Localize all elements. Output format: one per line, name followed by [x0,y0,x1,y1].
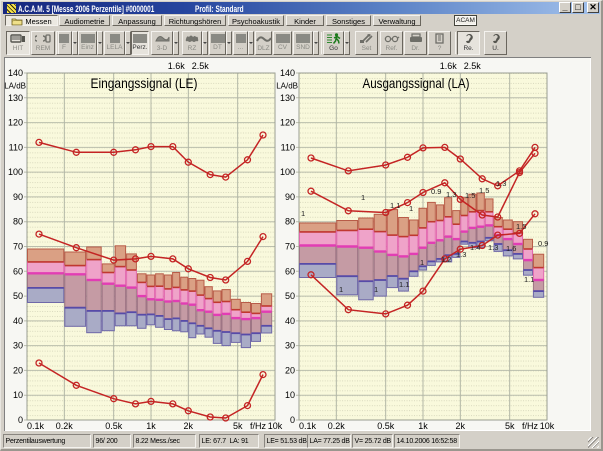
svg-text:110: 110 [9,142,23,152]
svg-text:f/Hz: f/Hz [250,421,267,431]
svg-text:0.9: 0.9 [538,239,548,248]
svg-text:0.1k: 0.1k [299,421,317,431]
svg-text:1.5: 1.5 [516,222,526,231]
svg-text:40: 40 [285,316,295,326]
svg-text:1: 1 [374,285,378,294]
svg-text:1k: 1k [418,421,428,431]
svg-text:2k: 2k [184,421,194,431]
svg-text:70: 70 [285,242,295,252]
svg-text:1.3: 1.3 [456,250,466,259]
svg-text:90: 90 [285,192,295,202]
svg-text:50: 50 [13,291,23,301]
svg-text:0: 0 [18,415,23,425]
svg-text:1.3: 1.3 [496,179,506,188]
svg-text:20: 20 [285,365,295,375]
svg-text:130: 130 [280,93,295,103]
svg-text:1.4: 1.4 [470,243,480,252]
svg-text:2.5k: 2.5k [464,61,482,71]
svg-text:2k: 2k [456,421,466,431]
svg-text:f/Hz: f/Hz [522,421,539,431]
svg-text:60: 60 [285,266,295,276]
svg-text:1: 1 [301,209,305,218]
svg-text:120: 120 [280,118,295,128]
svg-text:70: 70 [13,242,23,252]
svg-text:1.3: 1.3 [446,190,456,199]
svg-text:1.6: 1.6 [506,244,516,253]
svg-text:1: 1 [409,204,413,213]
svg-text:110: 110 [281,142,295,152]
svg-text:1: 1 [420,258,424,267]
svg-text:1.5: 1.5 [465,191,475,200]
svg-text:140: 140 [8,68,23,78]
svg-text:100: 100 [280,167,295,177]
svg-text:0.9: 0.9 [431,187,441,196]
svg-text:40: 40 [13,316,23,326]
svg-text:5k: 5k [233,421,243,431]
svg-text:1: 1 [339,285,343,294]
svg-text:0: 0 [290,415,295,425]
svg-text:0.5k: 0.5k [105,421,123,431]
svg-text:100: 100 [8,167,23,177]
svg-text:10k: 10k [540,421,555,431]
svg-text:90: 90 [13,192,23,202]
svg-text:1.2: 1.2 [441,255,451,264]
svg-text:2.5k: 2.5k [192,61,210,71]
svg-text:1.6k: 1.6k [440,61,458,71]
svg-text:130: 130 [8,93,23,103]
svg-text:10: 10 [13,390,23,400]
svg-text:140: 140 [280,68,295,78]
svg-text:30: 30 [285,341,295,351]
svg-text:Eingangssignal (LE): Eingangssignal (LE) [91,75,198,91]
svg-text:LA/dB: LA/dB [276,81,298,90]
svg-text:80: 80 [13,217,23,227]
svg-text:Ausgangssignal (LA): Ausgangssignal (LA) [363,75,470,91]
svg-text:20: 20 [13,365,23,375]
svg-text:0.2k: 0.2k [328,421,346,431]
svg-text:1: 1 [361,193,365,202]
svg-text:1.1: 1.1 [399,280,409,289]
svg-text:50: 50 [285,291,295,301]
svg-text:10: 10 [285,390,295,400]
svg-text:1.1: 1.1 [390,201,400,210]
svg-text:LA/dB: LA/dB [4,81,26,90]
svg-text:1.1: 1.1 [524,275,534,284]
svg-text:0.5k: 0.5k [377,421,395,431]
svg-text:1.6k: 1.6k [168,61,186,71]
svg-text:1k: 1k [146,421,156,431]
svg-text:0.2k: 0.2k [56,421,74,431]
svg-text:30: 30 [13,341,23,351]
svg-text:120: 120 [8,118,23,128]
svg-text:1.3: 1.3 [488,243,498,252]
svg-text:80: 80 [285,217,295,227]
svg-text:5k: 5k [505,421,515,431]
svg-text:10k: 10k [268,421,283,431]
svg-text:60: 60 [13,266,23,276]
svg-text:0.1k: 0.1k [27,421,45,431]
svg-text:1.5: 1.5 [479,186,489,195]
